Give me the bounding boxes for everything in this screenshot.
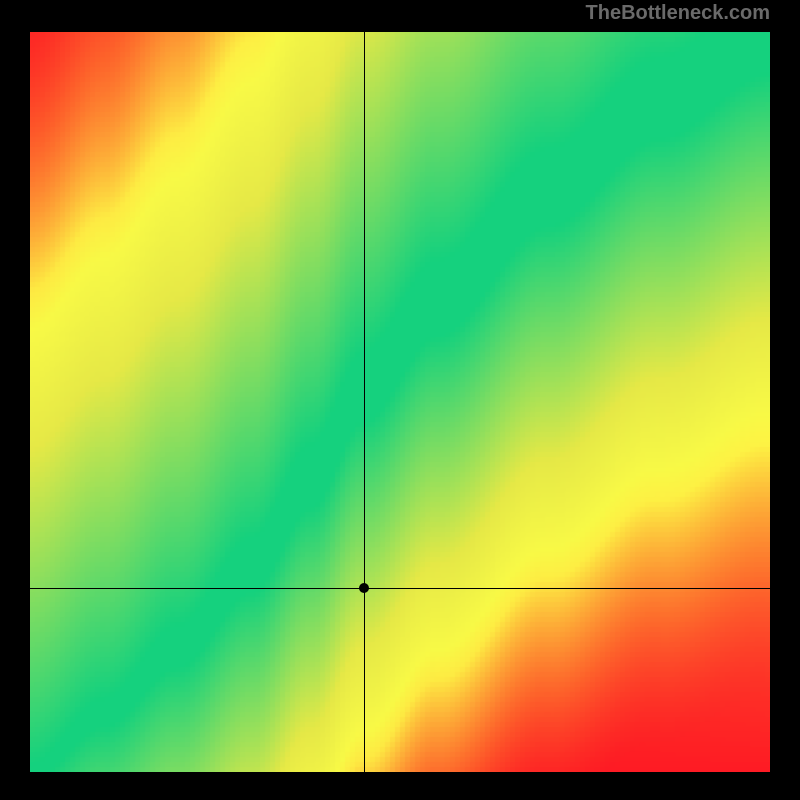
heatmap-plot (30, 32, 770, 772)
crosshair-marker (359, 583, 369, 593)
crosshair-horizontal (30, 588, 770, 589)
heatmap-canvas (30, 32, 770, 772)
watermark-text: TheBottleneck.com (586, 2, 770, 25)
crosshair-vertical (364, 32, 365, 772)
